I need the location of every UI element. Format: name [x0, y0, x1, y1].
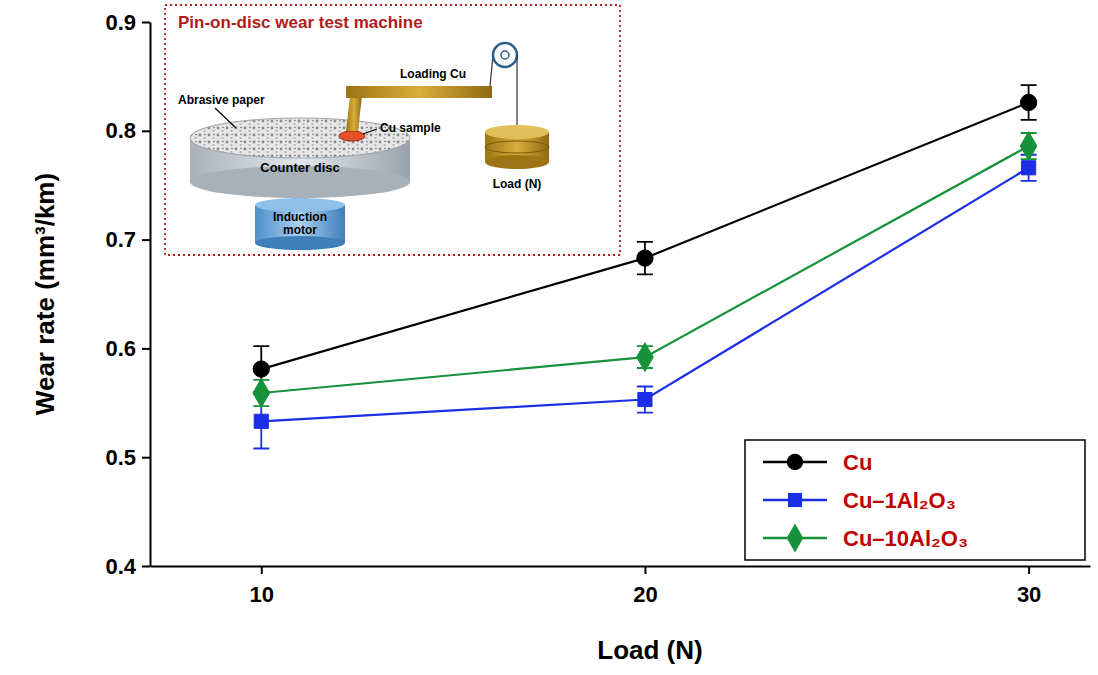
shape	[339, 131, 365, 141]
y-tick: 0.5	[105, 445, 150, 470]
inset-frame	[165, 5, 620, 255]
rope	[490, 55, 493, 86]
y-tick-mark	[142, 239, 150, 241]
point	[253, 361, 269, 377]
point	[637, 343, 654, 372]
legend-marker	[787, 524, 804, 553]
y-tick-label: 0.4	[105, 554, 136, 579]
x-tick-label: 30	[1017, 582, 1041, 607]
y-tick-label: 0.9	[105, 10, 136, 35]
y-tick-mark	[142, 22, 150, 24]
shape	[485, 125, 549, 139]
inset-label: Cu sample	[380, 121, 441, 135]
shape	[255, 236, 345, 250]
leader	[363, 129, 377, 134]
legend-box	[745, 440, 1085, 560]
inset-label: Abrasive paper	[178, 93, 265, 107]
shape	[485, 155, 549, 169]
legend-marker	[787, 454, 803, 470]
error-bar	[1021, 85, 1037, 120]
y-tick-mark	[142, 130, 150, 132]
shape	[346, 96, 362, 131]
x-tick-label: 20	[633, 582, 657, 607]
rope	[516, 55, 517, 130]
legend-label: Cu	[843, 450, 872, 475]
shape	[501, 51, 509, 59]
y-tick-mark	[142, 566, 150, 568]
point	[253, 379, 270, 408]
x-tick-label: 10	[250, 582, 274, 607]
point	[638, 392, 652, 406]
inset-label: Loading Cu	[400, 67, 466, 81]
y-tick: 0.7	[105, 227, 150, 252]
y-tick: 0.8	[105, 118, 150, 143]
leader	[215, 108, 236, 128]
point	[1020, 94, 1036, 110]
error-bar	[637, 386, 653, 412]
inset: Pin-on-disc wear test machine Inductionmo…	[165, 5, 620, 255]
shape	[493, 43, 517, 67]
x-tick: 30	[1017, 566, 1041, 607]
y-axis-title: Wear rate (mm³/km)	[30, 173, 60, 415]
x-tick: 20	[633, 566, 657, 607]
y-tick-label: 0.6	[105, 336, 136, 361]
y-tick-label: 0.7	[105, 227, 136, 252]
legend-label: Cu–1Al₂O₃	[843, 488, 956, 513]
y-tick: 0.9	[105, 10, 150, 35]
y-tick-label: 0.5	[105, 445, 136, 470]
y-tick-mark	[142, 348, 150, 350]
point	[1022, 161, 1036, 175]
shape	[485, 141, 549, 153]
y-axis-line	[150, 23, 152, 567]
x-tick-mark	[644, 566, 646, 574]
shape	[346, 86, 492, 98]
inset-title: Pin-on-disc wear test machine	[178, 13, 423, 32]
shape	[190, 118, 410, 158]
x-axis-line	[151, 566, 1091, 568]
x-tick-mark	[1028, 566, 1030, 574]
x-axis-title: Load (N)	[597, 635, 702, 665]
legend-label: Cu–10Al₂O₃	[843, 526, 968, 551]
inset-label: Load (N)	[493, 177, 542, 191]
point	[1020, 132, 1037, 161]
x-tick: 10	[250, 566, 274, 607]
y-tick: 0.6	[105, 336, 150, 361]
legend-marker	[788, 493, 802, 507]
y-tick: 0.4	[105, 554, 150, 579]
x-tick-mark	[261, 566, 263, 574]
point	[637, 250, 653, 266]
y-tick-label: 0.8	[105, 118, 136, 143]
point	[254, 414, 268, 428]
x-axis: 10 20 30	[151, 566, 1091, 607]
inset-label: Counter disc	[260, 160, 339, 175]
legend: Cu Cu–1Al₂O₃ Cu–10Al₂O₃	[745, 440, 1085, 560]
y-tick-mark	[142, 457, 150, 459]
chart: 0.4 0.5 0.6 0.7 0.8 0.9 10 20 30 Load (N) Wear rat…	[0, 0, 1098, 675]
inset-label: Inductionmotor	[273, 210, 327, 237]
error-bar	[637, 242, 653, 275]
y-axis: 0.4 0.5 0.6 0.7 0.8 0.9	[105, 10, 150, 579]
